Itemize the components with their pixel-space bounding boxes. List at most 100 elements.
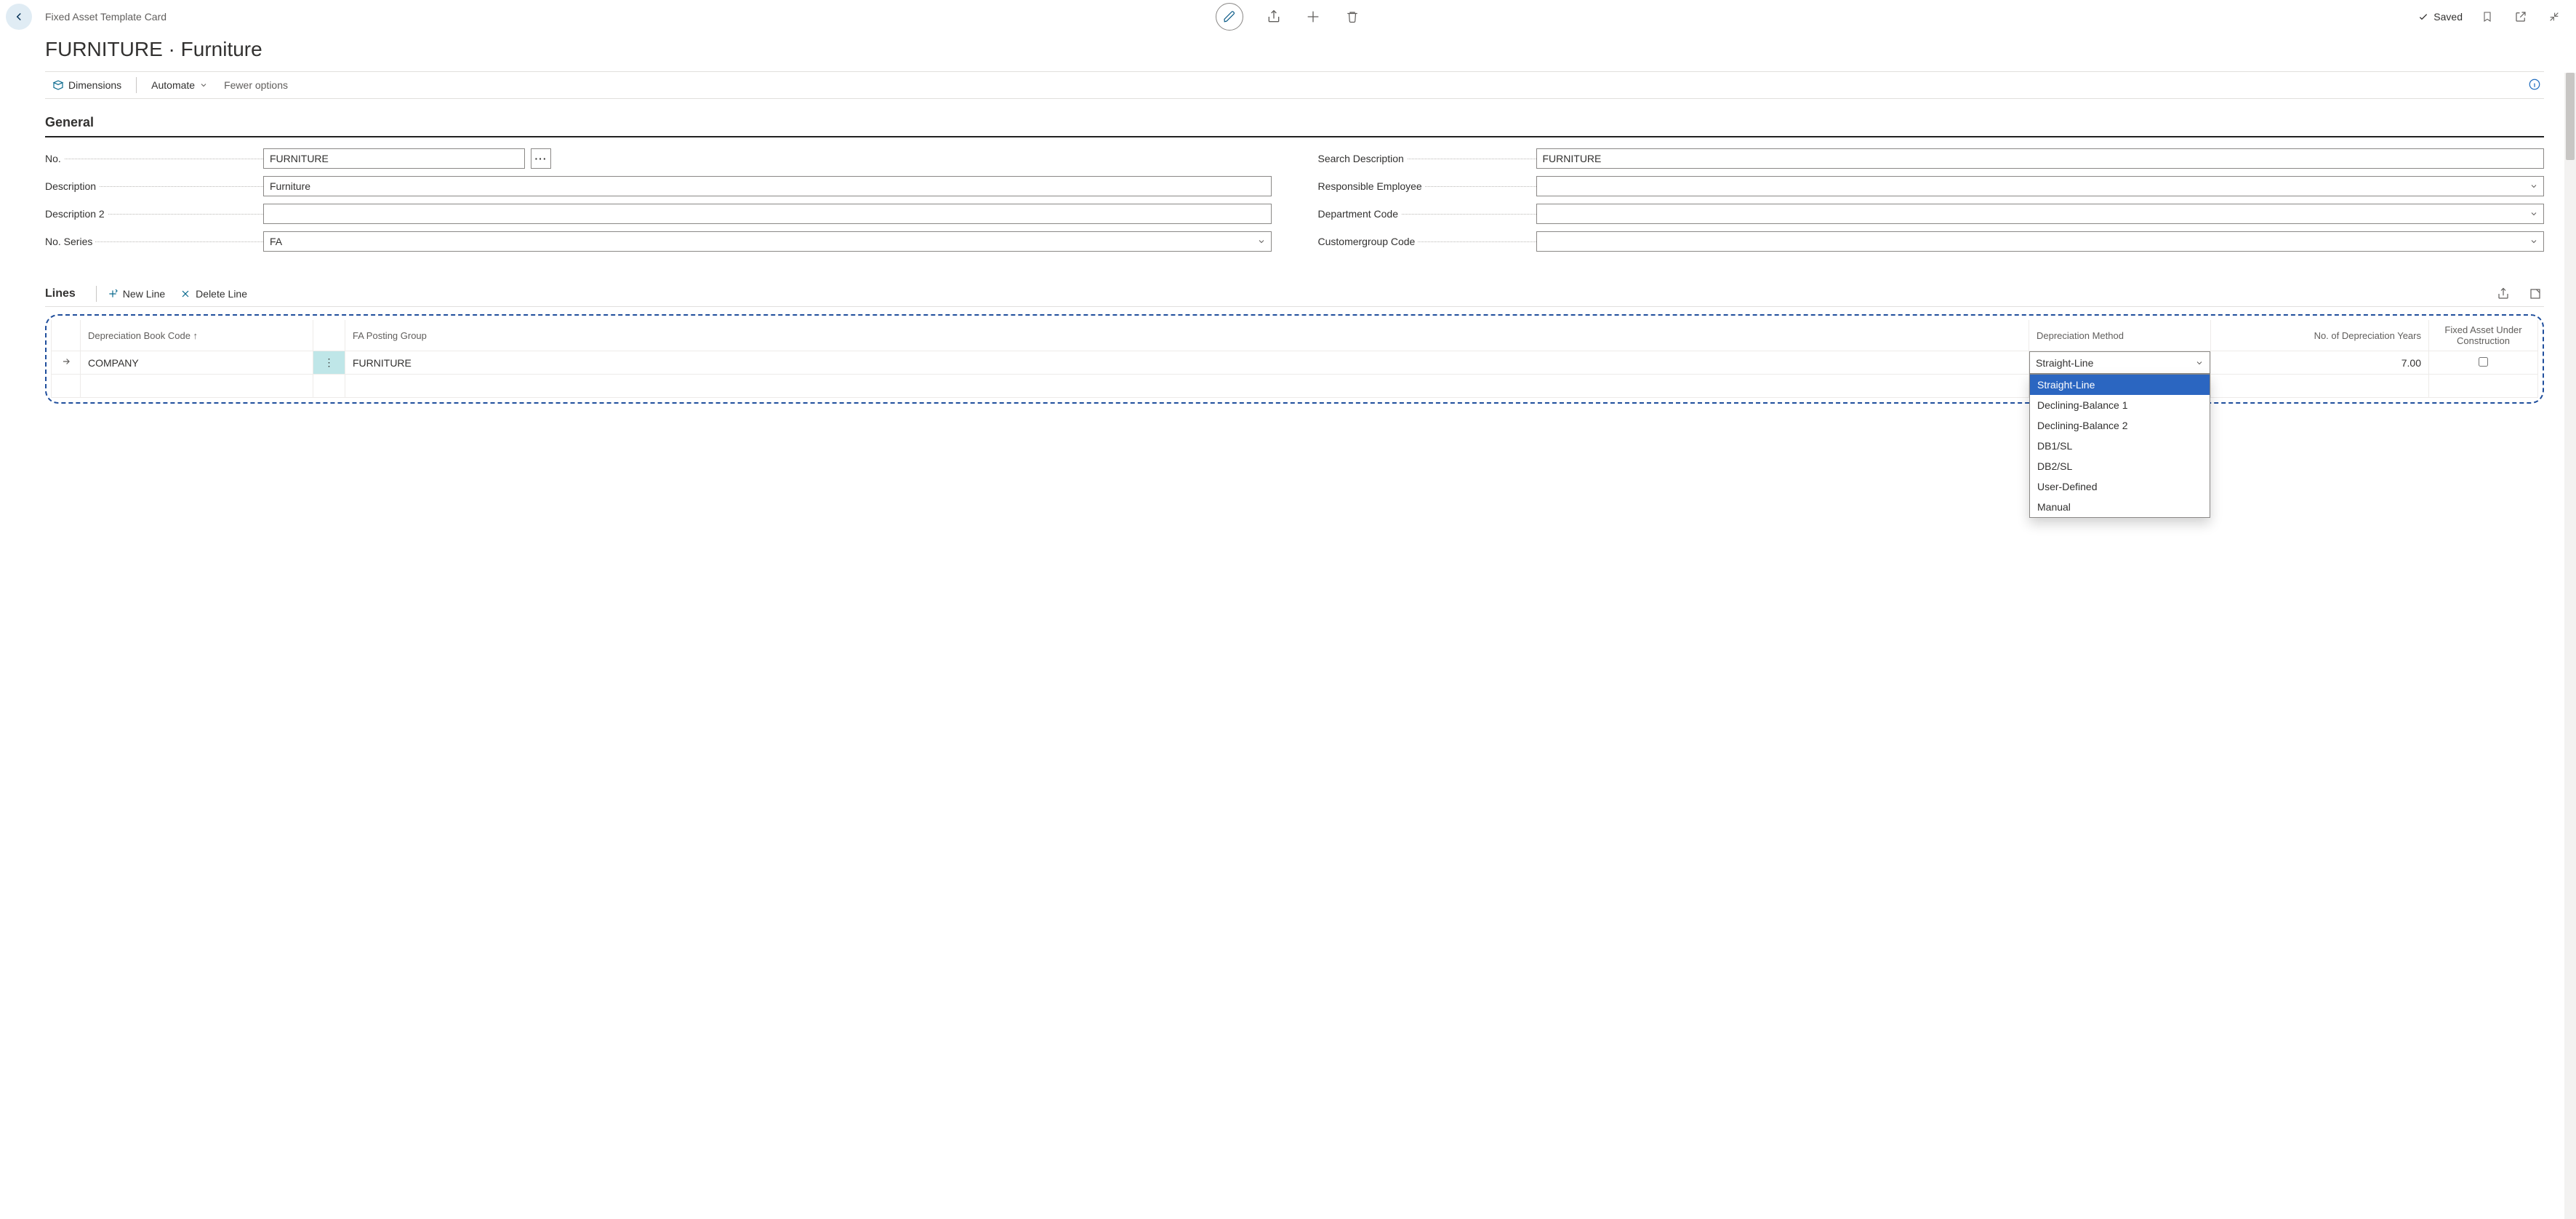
lines-maximize-button[interactable]: [2527, 285, 2544, 303]
lines-grid-wrapper: Depreciation Book Code ↑ FA Posting Grou…: [45, 314, 2544, 404]
collapse-icon: [2548, 11, 2560, 23]
cell-fa-posting-group[interactable]: FURNITURE: [345, 351, 2029, 375]
responsible-emp-select[interactable]: [1536, 176, 2545, 196]
custgroup-label: Customergroup Code: [1318, 236, 1536, 247]
plus-icon: [1305, 9, 1321, 25]
lines-share-button[interactable]: [2495, 285, 2512, 303]
top-bar: Fixed Asset Template Card Saved: [0, 0, 2576, 33]
new-line-label: New Line: [123, 288, 165, 300]
dep-method-option[interactable]: Declining-Balance 1: [2030, 395, 2210, 415]
back-button[interactable]: [6, 4, 32, 30]
check-icon: [2417, 11, 2429, 23]
dep-method-dropdown: Straight-LineDeclining-Balance 1Declinin…: [2029, 374, 2210, 518]
row-menu-button[interactable]: ⋮: [313, 351, 345, 375]
description-input[interactable]: [263, 176, 1272, 196]
no-input[interactable]: [263, 148, 525, 169]
row-selector-header: [52, 320, 81, 351]
search-desc-label: Search Description: [1318, 153, 1536, 164]
dep-method-option[interactable]: DB2/SL: [2030, 456, 2210, 476]
dep-method-value: Straight-Line: [2036, 357, 2093, 369]
dept-code-select[interactable]: [1536, 204, 2545, 224]
description-label: Description: [45, 180, 263, 192]
trash-icon: [1346, 10, 1359, 23]
bookmark-icon: [2481, 10, 2493, 23]
maximize-icon: [2529, 287, 2542, 300]
pencil-icon: [1223, 10, 1236, 23]
dep-method-option[interactable]: Manual: [2030, 497, 2210, 517]
fewer-options-label: Fewer options: [224, 79, 288, 91]
cell-fa-under-construction[interactable]: [2429, 351, 2538, 375]
dep-method-option[interactable]: Straight-Line: [2030, 375, 2210, 395]
search-desc-input[interactable]: [1536, 148, 2545, 169]
general-right-column: Search Description Responsible Employee …: [1318, 148, 2545, 252]
saved-indicator: Saved: [2417, 11, 2463, 23]
delete-button[interactable]: [1344, 8, 1361, 25]
page-content: FURNITURE · Furniture Dimensions Automat…: [0, 38, 2576, 404]
chevron-down-icon: [2195, 359, 2204, 367]
general-left-column: No. ··· Description Description 2 No. Se…: [45, 148, 1272, 252]
responsible-emp-label: Responsible Employee: [1318, 180, 1536, 192]
fewer-options-action[interactable]: Fewer options: [217, 76, 295, 94]
col-row-menu-header: [313, 320, 345, 351]
separator: [136, 77, 137, 93]
cell-dep-years[interactable]: 7.00: [2211, 351, 2429, 375]
info-button[interactable]: [2528, 78, 2541, 93]
dep-method-option[interactable]: Declining-Balance 2: [2030, 415, 2210, 436]
col-fa-under-construction[interactable]: Fixed Asset Under Construction: [2429, 320, 2538, 351]
delete-line-button[interactable]: Delete Line: [180, 288, 247, 300]
lines-title: Lines: [45, 287, 76, 300]
dimensions-icon: [52, 79, 64, 91]
col-fa-posting-group[interactable]: FA Posting Group: [345, 320, 2029, 351]
no-lookup-button[interactable]: ···: [531, 148, 551, 169]
arrow-right-icon: [61, 356, 71, 367]
dimensions-action[interactable]: Dimensions: [45, 76, 129, 94]
scrollbar-thumb[interactable]: [2566, 73, 2575, 160]
share-button[interactable]: [1265, 8, 1283, 25]
general-section-title: General: [45, 115, 2544, 130]
dep-method-option[interactable]: User-Defined: [2030, 476, 2210, 497]
col-dep-years[interactable]: No. of Depreciation Years: [2211, 320, 2429, 351]
no-label: No.: [45, 153, 263, 164]
breadcrumb: Fixed Asset Template Card: [45, 11, 166, 23]
dept-code-label: Department Code: [1318, 208, 1536, 220]
col-dep-method[interactable]: Depreciation Method: [2029, 320, 2211, 351]
delete-line-label: Delete Line: [196, 288, 247, 300]
vertical-scrollbar[interactable]: [2564, 73, 2576, 1219]
chevron-down-icon: [199, 81, 208, 89]
arrow-left-icon: [12, 10, 25, 23]
description2-label: Description 2: [45, 208, 263, 220]
description2-input[interactable]: [263, 204, 1272, 224]
automate-action[interactable]: Automate: [144, 76, 215, 94]
collapse-button[interactable]: [2545, 8, 2563, 25]
edit-button[interactable]: [1216, 3, 1243, 31]
popout-icon: [2514, 10, 2527, 23]
section-divider: [45, 136, 2544, 137]
top-right-toolbar: Saved: [2417, 8, 2563, 25]
dep-method-option[interactable]: DB1/SL: [2030, 436, 2210, 456]
no-series-select[interactable]: [263, 231, 1272, 252]
separator: [96, 286, 97, 302]
lines-grid: Depreciation Book Code ↑ FA Posting Grou…: [51, 320, 2538, 398]
col-dep-book-code[interactable]: Depreciation Book Code ↑: [81, 320, 313, 351]
table-row[interactable]: COMPANY⋮FURNITUREStraight-LineStraight-L…: [52, 351, 2538, 375]
general-fields: No. ··· Description Description 2 No. Se…: [45, 148, 2544, 252]
dep-method-select[interactable]: Straight-Line: [2029, 351, 2210, 374]
share-icon: [2497, 287, 2510, 300]
cell-dep-book-code[interactable]: COMPANY: [81, 351, 313, 375]
custgroup-select[interactable]: [1536, 231, 2545, 252]
new-button[interactable]: [1304, 8, 1322, 25]
no-series-label: No. Series: [45, 236, 263, 247]
fa-under-construction-checkbox[interactable]: [2479, 357, 2488, 367]
row-selector[interactable]: [52, 351, 81, 375]
info-icon: [2528, 78, 2541, 91]
top-center-toolbar: [1216, 3, 1361, 31]
dimensions-label: Dimensions: [68, 79, 121, 91]
action-bar: Dimensions Automate Fewer options: [45, 71, 2544, 99]
saved-label: Saved: [2433, 11, 2463, 23]
popout-button[interactable]: [2512, 8, 2529, 25]
automate-label: Automate: [151, 79, 195, 91]
bookmark-button[interactable]: [2479, 8, 2496, 25]
new-line-icon: [107, 288, 119, 300]
cell-dep-method[interactable]: Straight-LineStraight-LineDeclining-Bala…: [2029, 351, 2211, 375]
new-line-button[interactable]: New Line: [107, 288, 165, 300]
